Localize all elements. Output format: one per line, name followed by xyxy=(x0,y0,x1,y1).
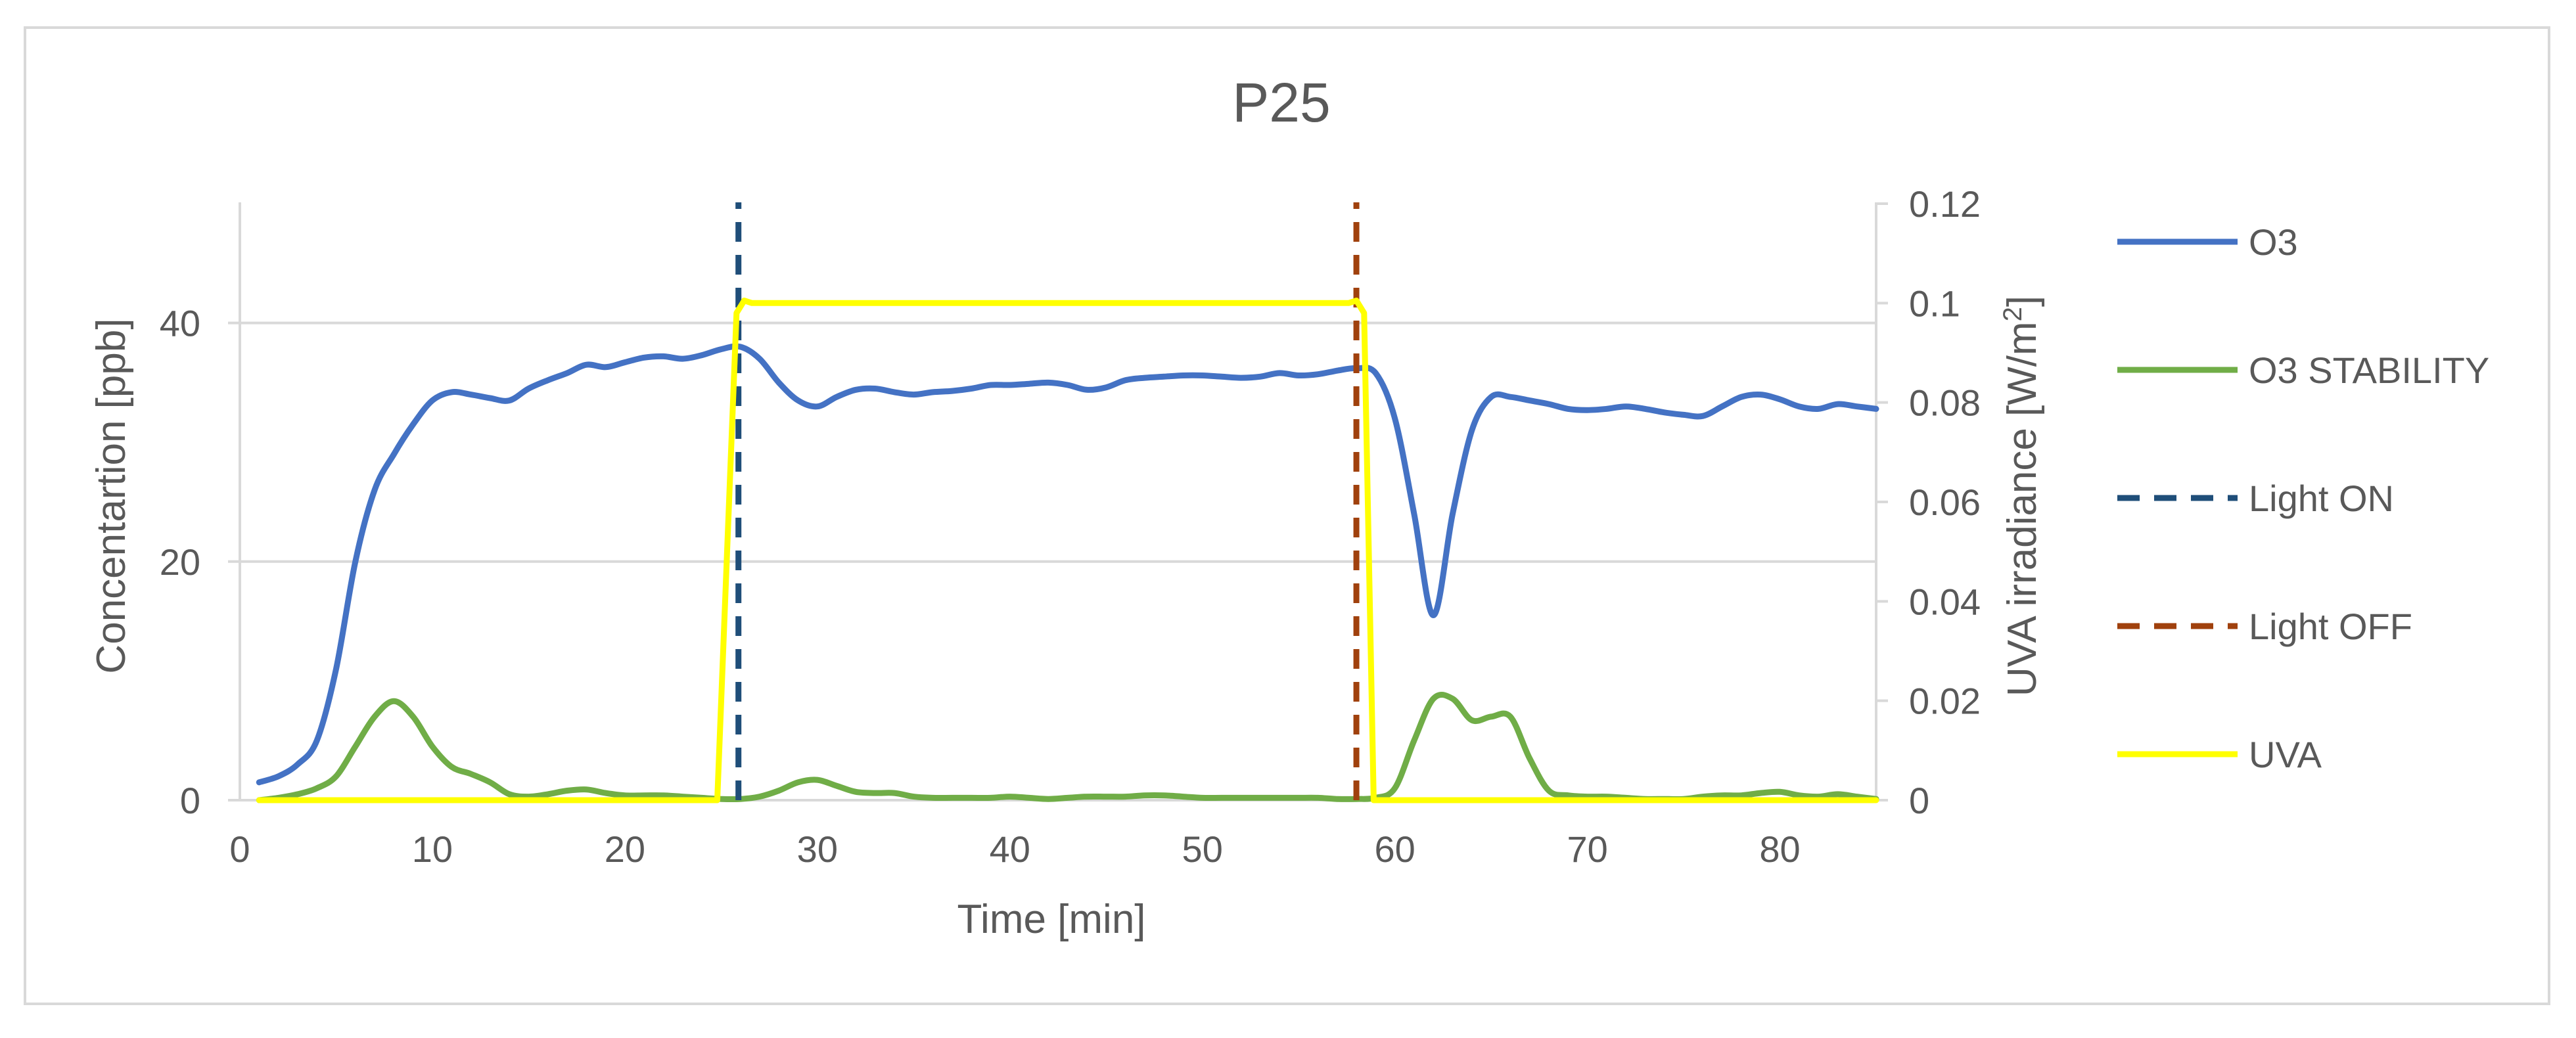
y-right-tick-label: 0.04 xyxy=(1909,581,1981,622)
x-tick-label: 20 xyxy=(605,828,645,870)
y-left-tick-label: 40 xyxy=(160,303,200,344)
x-tick-label: 60 xyxy=(1374,828,1415,870)
legend-label-o3: O3 xyxy=(2249,221,2298,263)
x-axis: 0 10 20 30 40 50 60 70 80 xyxy=(229,799,1876,870)
y-right-tick-label: 0.1 xyxy=(1909,282,1960,324)
legend-label-uva: UVA xyxy=(2249,734,2322,775)
gridlines xyxy=(240,321,1876,563)
y-right-tick-label: 0.08 xyxy=(1909,382,1981,424)
x-tick-label: 30 xyxy=(797,828,838,870)
y-axis-right: 0 0.02 0.04 0.06 0.08 0.1 0.12 xyxy=(1875,183,1981,821)
y-axis-right-label-sup: 2 xyxy=(1998,307,2027,321)
x-tick-label: 0 xyxy=(229,828,250,870)
series-line-o3-stability xyxy=(256,692,1879,803)
y-axis-right-label-close: ] xyxy=(2000,296,2045,307)
y-axis-left-label: Concentartion [ppb] xyxy=(89,318,134,673)
y-right-tick-label: 0.12 xyxy=(1909,183,1981,225)
plot-series xyxy=(256,202,1879,803)
y-axis-left: 0 20 40 xyxy=(160,202,241,821)
x-tick-label: 40 xyxy=(990,828,1030,870)
series-line-o3 xyxy=(256,343,1879,786)
y-axis-right-label: UVA irradiance [W/m2] xyxy=(1998,296,2045,696)
x-tick-label: 50 xyxy=(1182,828,1223,870)
x-tick-label: 10 xyxy=(412,828,453,870)
chart-title: P25 xyxy=(1232,72,1330,133)
legend: O3 O3 STABILITY Light ON Light OFF UVA xyxy=(2117,221,2489,775)
series-line-uva xyxy=(256,298,1879,803)
y-left-tick-label: 0 xyxy=(180,780,200,821)
x-axis-label: Time [min] xyxy=(957,897,1145,942)
legend-label-o3-stability: O3 STABILITY xyxy=(2249,350,2489,391)
y-axis-right-label-main: UVA irradiance [W/m xyxy=(2000,321,2045,696)
x-tick-label: 70 xyxy=(1567,828,1607,870)
legend-label-light-on: Light ON xyxy=(2249,478,2394,519)
legend-label-light-off: Light OFF xyxy=(2249,606,2412,647)
y-right-tick-label: 0.02 xyxy=(1909,681,1981,722)
y-right-tick-label: 0.06 xyxy=(1909,482,1981,523)
x-tick-label: 80 xyxy=(1759,828,1800,870)
y-right-tick-label: 0 xyxy=(1909,780,1929,821)
chart-frame xyxy=(24,26,2550,1005)
y-left-tick-label: 20 xyxy=(160,541,200,583)
